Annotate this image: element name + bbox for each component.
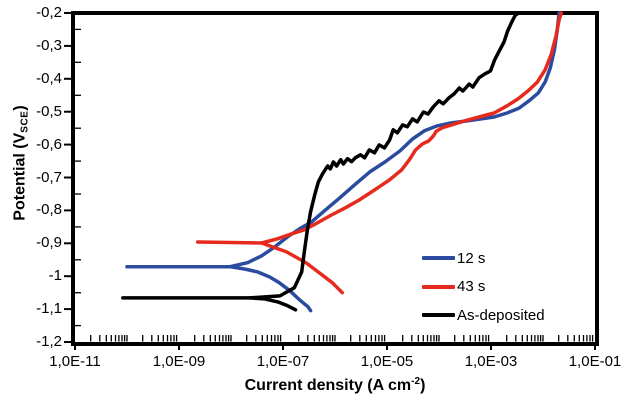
y-tick-label: -0,8 <box>36 201 62 219</box>
y-axis-title: Potential (VSCE) <box>11 105 31 221</box>
y-tick-label: -0,2 <box>36 4 62 21</box>
y-tick-label: -0,7 <box>36 168 62 186</box>
axis-ticks <box>64 12 596 350</box>
y-tick-label: -0,6 <box>36 135 62 153</box>
x-tick-label: 1,0E-05 <box>360 353 414 370</box>
legend-item-43-s: 43 s <box>422 278 485 296</box>
y-tick-label: -1,1 <box>36 300 62 318</box>
curve-43-s-anodic <box>195 11 563 245</box>
y-tick-label: -0,5 <box>36 102 62 120</box>
y-axis-subscript: SCE <box>19 110 31 133</box>
legend-item-as-deposited: As-deposited <box>422 306 545 324</box>
y-tick-label: -0,4 <box>36 69 62 87</box>
legend-item-12-s: 12 s <box>422 249 485 267</box>
curve-as-deposited-cathodic <box>247 296 298 312</box>
y-tick-label: -1 <box>48 267 62 285</box>
plot-frame <box>71 11 599 346</box>
legend-label-as-deposited: As-deposited <box>457 306 545 324</box>
x-tick-label: 1,0E-07 <box>256 353 310 370</box>
x-axis-superscript: -2 <box>411 376 421 387</box>
y-tick-label: -0,9 <box>36 234 62 252</box>
legend-label-43-s: 43 s <box>457 278 486 295</box>
curve-as-deposited-anodic <box>121 11 521 300</box>
legend-label-12-s: 12 s <box>457 249 486 267</box>
y-tick-label: -0,3 <box>36 36 62 54</box>
curves <box>121 11 563 313</box>
curve-12-s-cathodic <box>228 264 313 313</box>
x-tick-label: 1,0E-01 <box>568 353 622 370</box>
y-tick-label: -1,2 <box>36 333 62 350</box>
x-tick-label: 1,0E-09 <box>152 353 206 370</box>
curve-12-s-anodic <box>125 11 561 269</box>
x-tick-label: 1,0E-03 <box>464 353 518 370</box>
x-axis-title: Current density (A cm-2) <box>244 376 426 394</box>
curve-43-s-cathodic <box>259 241 345 295</box>
legend-line-43-s <box>422 284 455 289</box>
x-tick-label: 1,0E-11 <box>49 353 101 370</box>
legend-line-as-deposited <box>422 313 455 317</box>
legend-line-12-s <box>422 256 455 260</box>
